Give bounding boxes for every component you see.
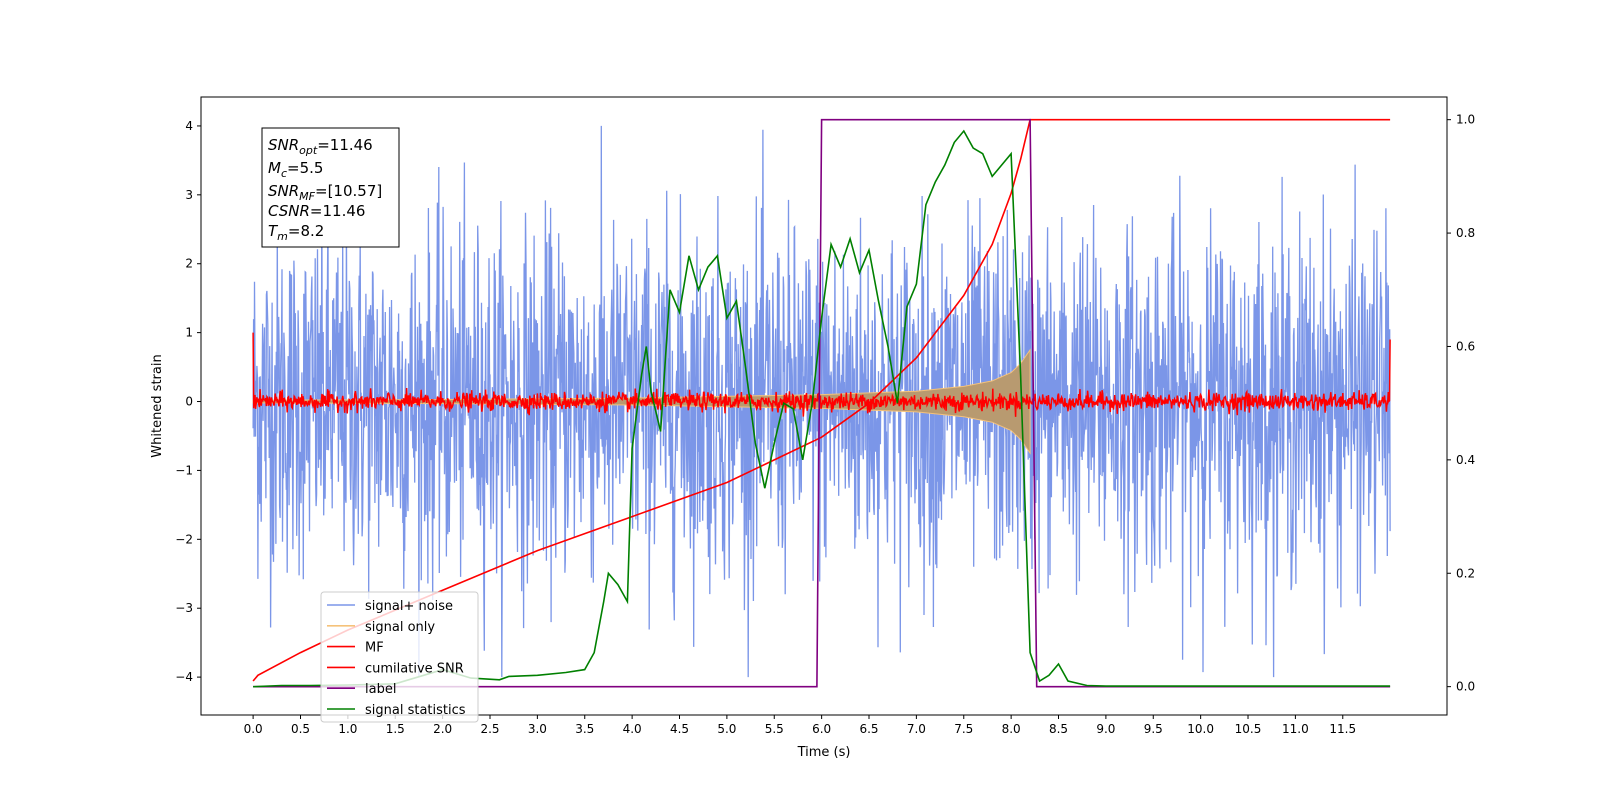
x-tick-label: 10.0 bbox=[1187, 722, 1214, 736]
x-tick-label: 7.0 bbox=[907, 722, 926, 736]
x-tick-label: 5.5 bbox=[765, 722, 784, 736]
y2-axis-ticks: 1.0 0.8 0.6 0.4 0.2 0.0 bbox=[1447, 113, 1475, 694]
x-axis-ticks: 0.0 0.5 1.0 1.5 2.0 2.5 3.0 3.5 4.0 4.5 5.0 5.5 6.0 6… bbox=[244, 715, 1356, 736]
info-box-frame bbox=[261, 127, 400, 248]
x-tick-label: 0.0 bbox=[244, 722, 263, 736]
axes-frame bbox=[200, 96, 1448, 716]
x-tick-label: 0.5 bbox=[291, 722, 310, 736]
series-label bbox=[253, 118, 1391, 688]
y2-tick-label: 0.4 bbox=[1456, 453, 1475, 467]
legend-label: label bbox=[365, 682, 396, 697]
x-tick-label: 3.5 bbox=[575, 722, 594, 736]
info-tm: Tm=8.2 bbox=[268, 222, 324, 243]
y-tick-label: 4 bbox=[185, 119, 193, 133]
legend-label: signal+ noise bbox=[365, 599, 453, 614]
y2-tick-label: 0.2 bbox=[1456, 566, 1475, 580]
info-snr-opt: SNRopt=11.46 bbox=[268, 136, 373, 157]
y-axis-ticks: 4 3 2 1 0 −1 −2 −3 −4 bbox=[175, 119, 201, 684]
info-box: SNRopt=11.46 Mc=5.5 SNRMF=[10.57] CSNR=1… bbox=[261, 127, 400, 248]
x-tick-label: 3.0 bbox=[528, 722, 547, 736]
y-tick-label: 3 bbox=[185, 188, 193, 202]
y2-tick-label: 0.0 bbox=[1456, 680, 1475, 694]
y-tick-label: 0 bbox=[185, 395, 193, 409]
x-tick-label: 9.0 bbox=[1096, 722, 1115, 736]
series-mf bbox=[252, 332, 1391, 417]
x-tick-label: 9.5 bbox=[1144, 722, 1163, 736]
legend-label: MF bbox=[365, 641, 384, 656]
x-tick-label: 7.5 bbox=[954, 722, 973, 736]
x-tick-label: 5.0 bbox=[717, 722, 736, 736]
x-tick-label: 8.0 bbox=[1002, 722, 1021, 736]
info-mc: Mc=5.5 bbox=[268, 159, 323, 180]
y2-tick-label: 1.0 bbox=[1456, 113, 1475, 127]
series-signal-statistics bbox=[253, 129, 1391, 688]
legend-label: signal only bbox=[365, 620, 435, 635]
y-tick-label: −1 bbox=[175, 463, 193, 477]
x-tick-label: 6.5 bbox=[859, 722, 878, 736]
x-tick-label: 8.5 bbox=[1049, 722, 1068, 736]
y-tick-label: −2 bbox=[175, 532, 193, 546]
x-tick-label: 11.5 bbox=[1329, 722, 1356, 736]
x-tick-label: 4.5 bbox=[670, 722, 689, 736]
y-tick-label: −3 bbox=[175, 601, 193, 615]
x-axis-label: Time (s) bbox=[797, 745, 851, 760]
x-tick-label: 11.0 bbox=[1282, 722, 1309, 736]
info-snr-mf: SNRMF=[10.57] bbox=[268, 182, 382, 203]
info-csnr: CSNR=11.46 bbox=[268, 202, 365, 220]
y2-tick-label: 0.6 bbox=[1456, 339, 1475, 353]
legend-label: cumilative SNR bbox=[365, 661, 464, 676]
x-tick-label: 1.5 bbox=[386, 722, 405, 736]
x-tick-label: 1.0 bbox=[338, 722, 357, 736]
legend-frame bbox=[320, 591, 479, 723]
x-tick-label: 6.0 bbox=[812, 722, 831, 736]
x-tick-label: 4.0 bbox=[623, 722, 642, 736]
y-tick-label: −4 bbox=[175, 670, 193, 684]
x-tick-label: 10.5 bbox=[1235, 722, 1262, 736]
legend-label: signal statistics bbox=[365, 703, 466, 718]
y-tick-label: 1 bbox=[185, 326, 193, 340]
y-tick-label: 2 bbox=[185, 257, 193, 271]
legend: signal+ noise signal only MF cumilative SNR… bbox=[320, 591, 479, 723]
x-tick-label: 2.0 bbox=[433, 722, 452, 736]
x-tick-label: 2.5 bbox=[480, 722, 499, 736]
y2-tick-label: 0.8 bbox=[1456, 226, 1475, 240]
series-signal-noise bbox=[252, 125, 1391, 678]
y-axis-label: Whitened strain bbox=[150, 354, 165, 457]
